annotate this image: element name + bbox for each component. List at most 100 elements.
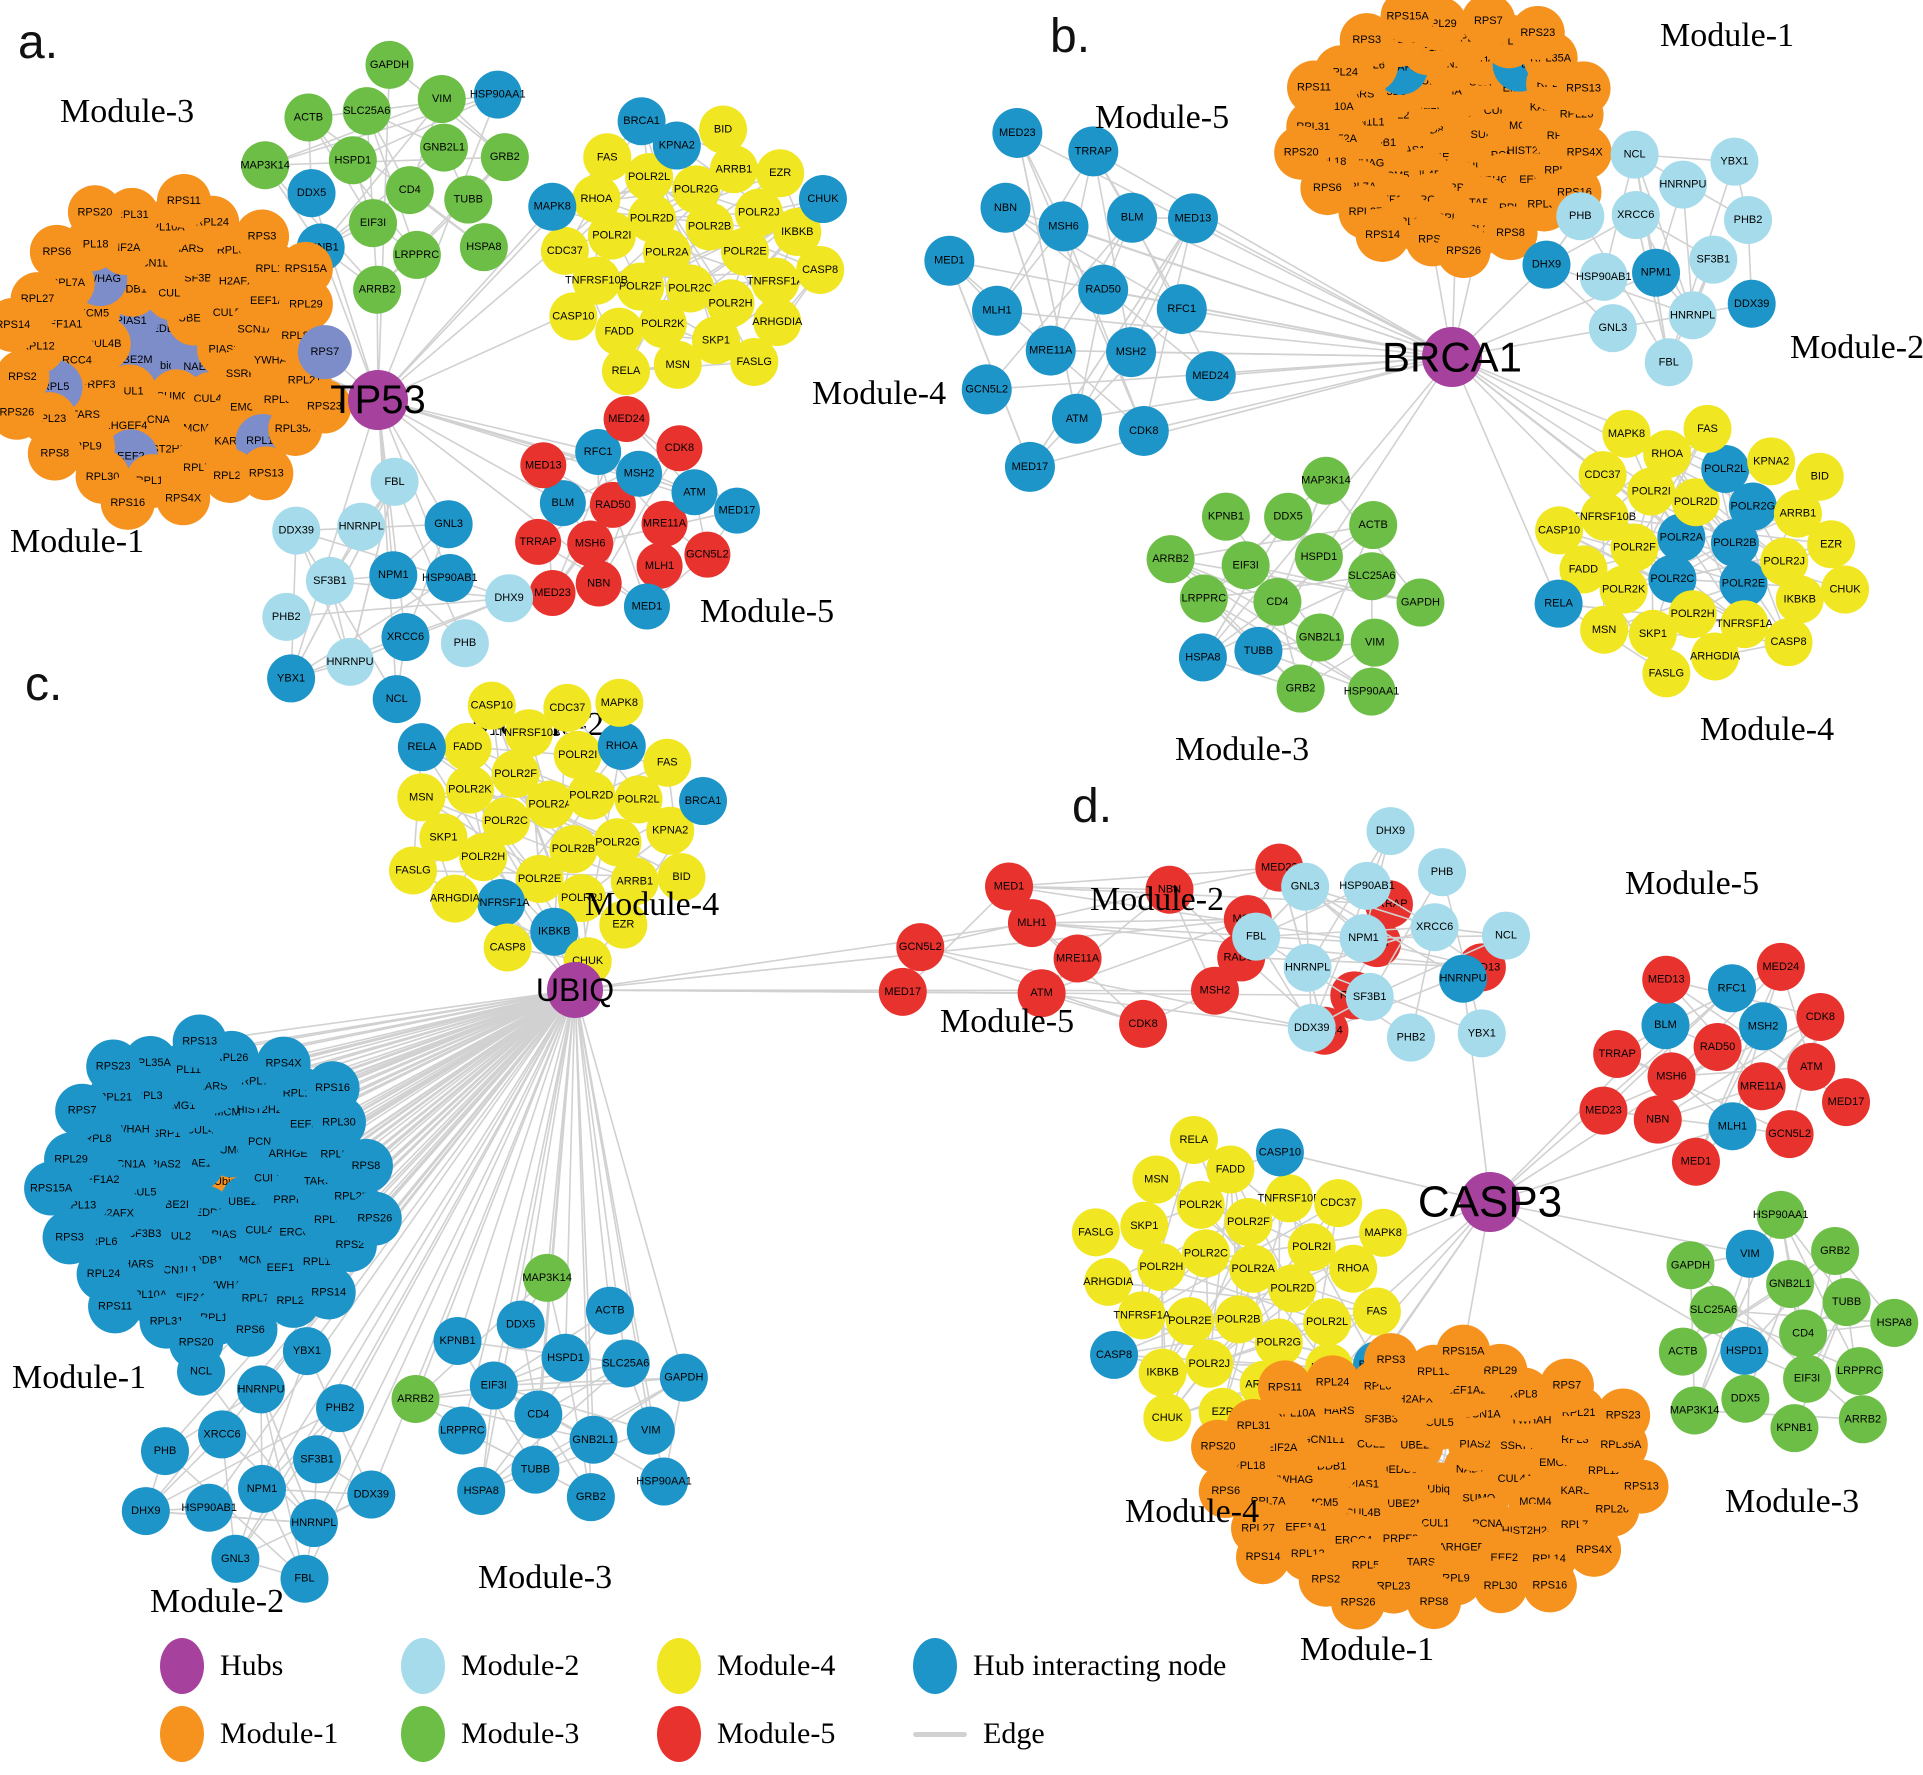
node-ARRB2[interactable]: ARRB2 bbox=[391, 1374, 440, 1423]
node-RPS4X[interactable]: RPS4X bbox=[156, 471, 211, 526]
node-MSN[interactable]: MSN bbox=[1580, 605, 1629, 654]
node-RPS26[interactable]: RPS26 bbox=[347, 1191, 402, 1246]
node-DDX5[interactable]: DDX5 bbox=[1264, 492, 1313, 541]
node-RPS20[interactable]: RPS20 bbox=[1191, 1419, 1246, 1474]
node-SLC25A6[interactable]: SLC25A6 bbox=[1347, 552, 1396, 601]
node-BLM[interactable]: BLM bbox=[1107, 192, 1158, 243]
node-MAPK8[interactable]: MAPK8 bbox=[1602, 409, 1651, 458]
node-MSH2[interactable]: MSH2 bbox=[1739, 1002, 1788, 1051]
node-FBL[interactable]: FBL bbox=[280, 1554, 329, 1603]
node-NPM1[interactable]: NPM1 bbox=[369, 551, 418, 600]
node-GRB2[interactable]: GRB2 bbox=[566, 1473, 615, 1522]
node-RPS8[interactable]: RPS8 bbox=[27, 426, 82, 481]
node-EZR[interactable]: EZR bbox=[1807, 520, 1856, 569]
node-NBN[interactable]: NBN bbox=[980, 182, 1031, 233]
node-GNL3[interactable]: GNL3 bbox=[424, 500, 473, 549]
node-TUBB[interactable]: TUBB bbox=[1234, 626, 1283, 675]
node-RELA[interactable]: RELA bbox=[601, 347, 650, 396]
node-HSPD1[interactable]: HSPD1 bbox=[541, 1333, 590, 1382]
node-GNB2L1[interactable]: GNB2L1 bbox=[569, 1415, 618, 1464]
node-RPS14[interactable]: RPS14 bbox=[1355, 207, 1410, 262]
node-CD4[interactable]: CD4 bbox=[1779, 1309, 1828, 1358]
node-DHX9[interactable]: DHX9 bbox=[1366, 807, 1415, 856]
node-RPS20[interactable]: RPS20 bbox=[67, 185, 122, 240]
node-FBL[interactable]: FBL bbox=[370, 457, 419, 506]
node-HSP90AA1[interactable]: HSP90AA1 bbox=[1344, 667, 1400, 716]
node-YBX1[interactable]: YBX1 bbox=[1457, 1009, 1506, 1058]
node-RPS8[interactable]: RPS8 bbox=[1407, 1575, 1462, 1630]
node-IKBKB[interactable]: IKBKB bbox=[1138, 1348, 1187, 1397]
node-NCL[interactable]: NCL bbox=[372, 675, 421, 724]
node-HSP90AA1[interactable]: HSP90AA1 bbox=[1753, 1190, 1809, 1239]
node-XRCC6[interactable]: XRCC6 bbox=[381, 613, 430, 662]
node-HSP90AA1[interactable]: HSP90AA1 bbox=[470, 70, 526, 119]
node-PHB2[interactable]: PHB2 bbox=[316, 1384, 365, 1433]
node-NPM1[interactable]: NPM1 bbox=[1339, 914, 1388, 963]
node-MSH6[interactable]: MSH6 bbox=[567, 520, 614, 567]
node-NCL[interactable]: NCL bbox=[1482, 911, 1531, 960]
node-GNL3[interactable]: GNL3 bbox=[1281, 862, 1330, 911]
node-NBN[interactable]: NBN bbox=[1633, 1095, 1682, 1144]
node-CD4[interactable]: CD4 bbox=[385, 166, 434, 215]
hub-node-BRCA1[interactable]: BRCA1 bbox=[1382, 327, 1522, 387]
node-FAS[interactable]: FAS bbox=[643, 738, 692, 787]
node-FADD[interactable]: FADD bbox=[443, 722, 492, 771]
node-HNRNPL[interactable]: HNRNPL bbox=[337, 502, 386, 551]
node-POLR2E[interactable]: POLR2E bbox=[1719, 559, 1768, 608]
node-HSP90AB1[interactable]: HSP90AB1 bbox=[1576, 252, 1632, 301]
node-MSH6[interactable]: MSH6 bbox=[1647, 1052, 1696, 1101]
node-NCL[interactable]: NCL bbox=[1610, 130, 1659, 179]
node-MED23[interactable]: MED23 bbox=[992, 107, 1043, 158]
node-EIF3I[interactable]: EIF3I bbox=[469, 1361, 518, 1410]
node-FASLG[interactable]: FASLG bbox=[1071, 1208, 1120, 1257]
node-MED24[interactable]: MED24 bbox=[603, 396, 650, 443]
node-GCN5L2[interactable]: GCN5L2 bbox=[896, 923, 945, 972]
node-PHB[interactable]: PHB bbox=[1418, 848, 1467, 897]
node-DDX39[interactable]: DDX39 bbox=[272, 506, 321, 555]
node-FBL[interactable]: FBL bbox=[1644, 338, 1693, 387]
node-RPS7[interactable]: RPS7 bbox=[1539, 1358, 1594, 1413]
node-DHX9[interactable]: DHX9 bbox=[121, 1487, 170, 1536]
node-MED1[interactable]: MED1 bbox=[623, 583, 670, 630]
node-CDC37[interactable]: CDC37 bbox=[543, 683, 592, 732]
node-RPS7[interactable]: RPS7 bbox=[55, 1083, 110, 1138]
node-ARRB2[interactable]: ARRB2 bbox=[353, 265, 402, 314]
node-POLR2F[interactable]: POLR2F bbox=[1224, 1198, 1273, 1247]
node-GCN5L2[interactable]: GCN5L2 bbox=[1765, 1110, 1814, 1159]
node-HNRNPU[interactable]: HNRNPU bbox=[1658, 160, 1707, 209]
node-POLR2C[interactable]: POLR2C bbox=[1181, 1229, 1230, 1278]
node-CHUK[interactable]: CHUK bbox=[1821, 565, 1870, 614]
node-POLR2I[interactable]: POLR2I bbox=[553, 730, 602, 779]
node-BRCA1[interactable]: BRCA1 bbox=[617, 97, 666, 146]
node-TRRAP[interactable]: TRRAP bbox=[1593, 1029, 1642, 1078]
node-VIM[interactable]: VIM bbox=[626, 1406, 675, 1455]
node-BID[interactable]: BID bbox=[1795, 452, 1844, 501]
hub-node-CASP3[interactable]: CASP3 bbox=[1418, 1172, 1562, 1232]
node-MAPK8[interactable]: MAPK8 bbox=[528, 182, 577, 231]
node-FAS[interactable]: FAS bbox=[1683, 404, 1732, 453]
node-RPS4X[interactable]: RPS4X bbox=[1567, 1522, 1622, 1577]
node-TUBB[interactable]: TUBB bbox=[1822, 1278, 1871, 1327]
node-RPS16[interactable]: RPS16 bbox=[305, 1061, 360, 1116]
node-RPS20[interactable]: RPS20 bbox=[1274, 125, 1329, 180]
node-BLM[interactable]: BLM bbox=[1641, 1001, 1690, 1050]
node-ARRB2[interactable]: ARRB2 bbox=[1146, 535, 1195, 584]
node-GNL3[interactable]: GNL3 bbox=[211, 1534, 260, 1583]
node-MLH1[interactable]: MLH1 bbox=[972, 285, 1023, 336]
node-POLR2K[interactable]: POLR2K bbox=[445, 765, 494, 814]
node-ACTB[interactable]: ACTB bbox=[585, 1286, 634, 1335]
node-HSPD1[interactable]: HSPD1 bbox=[1720, 1326, 1769, 1375]
node-CASP10[interactable]: CASP10 bbox=[1255, 1128, 1304, 1177]
node-RPS6[interactable]: RPS6 bbox=[223, 1302, 278, 1357]
node-RPS23[interactable]: RPS23 bbox=[86, 1039, 141, 1094]
node-NPM1[interactable]: NPM1 bbox=[1632, 248, 1681, 297]
node-MED17[interactable]: MED17 bbox=[713, 487, 760, 534]
node-RHOA[interactable]: RHOA bbox=[1643, 430, 1692, 479]
node-RAD50[interactable]: RAD50 bbox=[1693, 1022, 1742, 1071]
node-BRCA1[interactable]: BRCA1 bbox=[679, 777, 728, 826]
node-TUBB[interactable]: TUBB bbox=[444, 175, 493, 224]
node-RPS6[interactable]: RPS6 bbox=[29, 224, 84, 279]
node-RPS4X[interactable]: RPS4X bbox=[256, 1036, 311, 1091]
node-YBX1[interactable]: YBX1 bbox=[1710, 137, 1759, 186]
node-HSPA8[interactable]: HSPA8 bbox=[1870, 1298, 1919, 1347]
